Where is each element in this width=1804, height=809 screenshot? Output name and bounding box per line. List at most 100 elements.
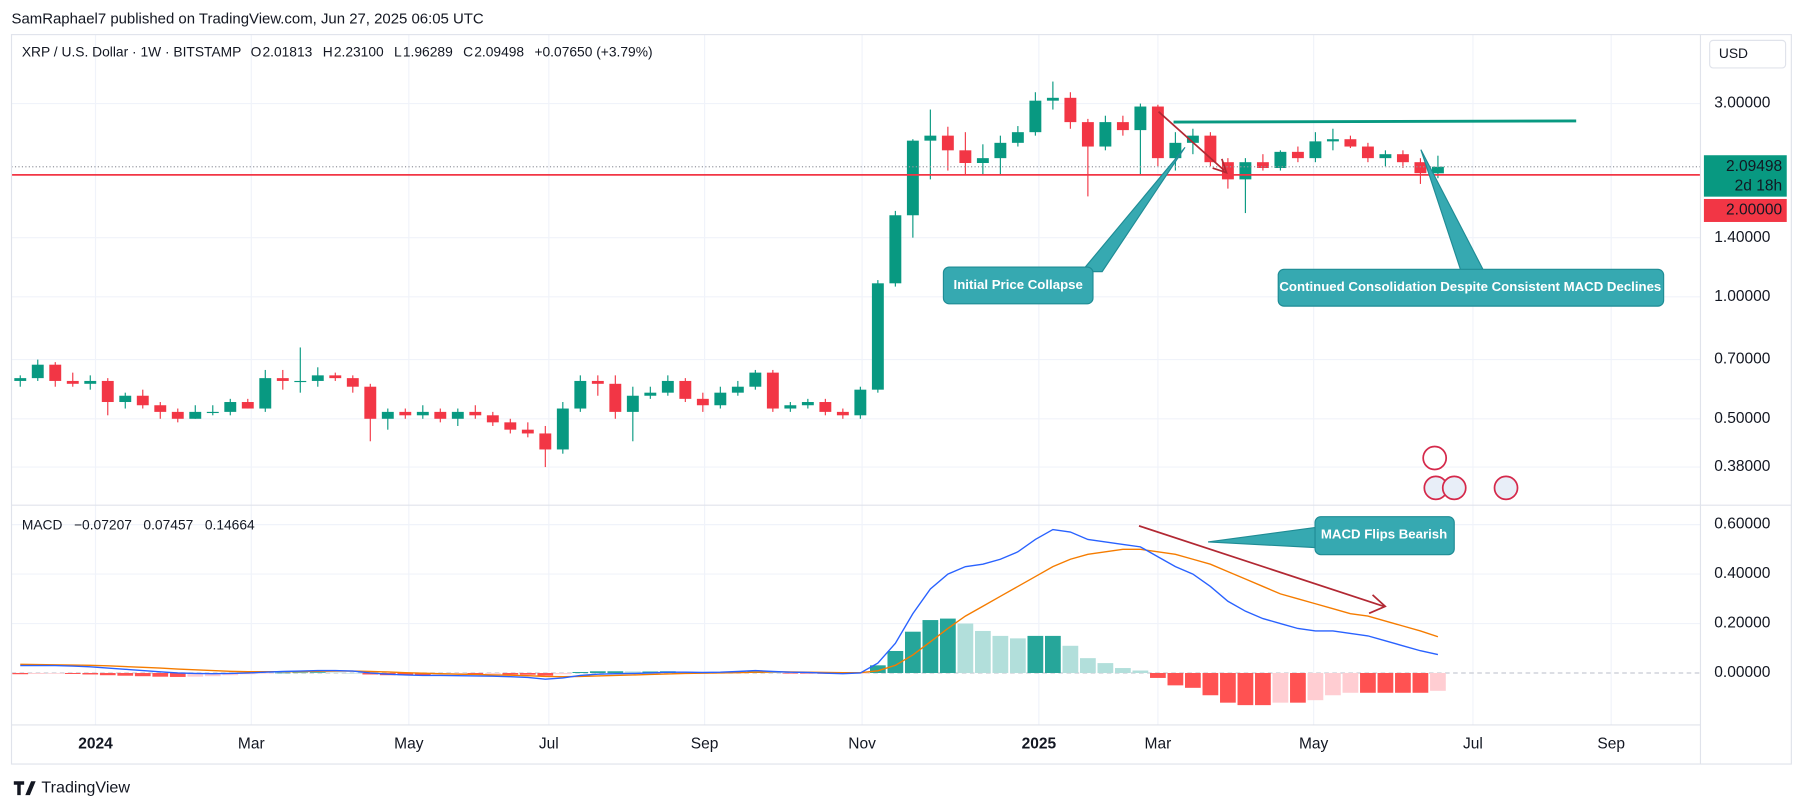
legend-text: 0.07457 <box>143 518 193 533</box>
candle-body <box>644 392 657 396</box>
histogram-bar <box>572 671 589 673</box>
histogram-bar <box>1325 672 1341 696</box>
histogram-bar <box>362 672 379 675</box>
annotation: Continued Consolidation Despite Consiste… <box>1279 279 1661 294</box>
candle-body <box>539 433 552 450</box>
resistance-line <box>1173 119 1577 124</box>
candle-body <box>941 135 954 151</box>
currency-box[interactable] <box>1709 39 1787 69</box>
histogram-bar <box>1430 672 1446 691</box>
brand-logo <box>13 781 36 796</box>
candle-body <box>556 408 569 450</box>
legend-text: XRP / U.S. Dollar · 1W · BITSTAMP <box>22 45 242 60</box>
legend-text: O <box>251 45 262 60</box>
histogram-bar <box>99 672 116 676</box>
candle-body <box>574 380 587 409</box>
candle-body <box>14 378 27 381</box>
candle-body <box>836 411 849 416</box>
candle-body <box>609 383 622 412</box>
histogram-bar <box>204 672 221 677</box>
y-tick-label: 0.38000 <box>1714 458 1770 475</box>
x-tick-label: Nov <box>848 736 876 753</box>
candle-body <box>1116 122 1129 131</box>
y-tick-label: 0.40000 <box>1714 565 1770 582</box>
candle-body <box>801 402 814 406</box>
candle-body <box>1431 166 1444 174</box>
histogram-bar <box>1080 658 1096 673</box>
candle-body <box>1064 97 1077 123</box>
published-line: SamRaphael7 published on TradingView.com… <box>12 11 484 28</box>
histogram-bar <box>1132 670 1149 673</box>
histogram-bar <box>537 672 554 676</box>
candle-body <box>1396 154 1409 163</box>
y-tick-label: 0.20000 <box>1714 615 1770 632</box>
candle-body <box>189 411 202 419</box>
histogram-bar <box>922 620 939 673</box>
candle-body <box>154 405 167 412</box>
candle-body <box>399 411 412 416</box>
histogram-bar <box>1237 672 1254 706</box>
candle-body <box>241 402 254 409</box>
candle-body <box>871 283 884 390</box>
hline-price-box <box>1703 198 1787 222</box>
histogram-bar <box>624 671 641 673</box>
histogram-bar <box>47 672 64 674</box>
candle-body <box>434 411 447 419</box>
data-layer <box>11 81 1701 706</box>
callout-pointer <box>1420 149 1486 273</box>
x-tick-label: May <box>394 736 424 753</box>
candle-body <box>1291 151 1304 159</box>
histogram-bar <box>82 672 99 675</box>
histogram-bar <box>642 671 659 673</box>
event-icon[interactable] <box>1441 475 1467 501</box>
brand: TradingView <box>41 778 130 796</box>
currency[interactable]: USD <box>1719 46 1748 61</box>
legend-text: MACD <box>22 518 63 533</box>
legend-text: 2.01813 <box>262 45 312 60</box>
candle-body <box>224 402 237 412</box>
candle-body <box>924 135 937 141</box>
event-icon[interactable] <box>1422 445 1448 471</box>
x-tick-label: May <box>1299 736 1329 753</box>
x-tick-label: Mar <box>238 736 265 753</box>
histogram-bar <box>974 630 991 673</box>
candle-body <box>1151 106 1164 159</box>
y-tick-label: 3.00000 <box>1714 95 1770 112</box>
candle-body <box>784 405 797 409</box>
legend-text: L <box>394 45 402 60</box>
legend-text: +0.07650 (+3.79%) <box>534 45 652 60</box>
trend-arrow <box>1138 525 1385 608</box>
candle-body <box>661 380 674 393</box>
y-tick-label: 0.00000 <box>1714 664 1770 681</box>
candle-body <box>889 215 902 284</box>
candle-body <box>1221 162 1234 180</box>
x-tick-label: Jul <box>539 736 559 753</box>
candle-body <box>294 380 307 383</box>
histogram-bar <box>782 672 799 674</box>
arrow-head <box>1212 158 1228 175</box>
histogram-bar <box>117 672 134 676</box>
event-icon[interactable] <box>1493 475 1519 501</box>
histogram-bar <box>1360 672 1376 693</box>
candle-body <box>591 380 604 384</box>
legend-text: 1.96289 <box>403 45 453 60</box>
histogram-bar <box>1009 638 1026 673</box>
candle-body <box>1169 142 1182 159</box>
candle-body <box>1029 100 1042 133</box>
overlay-layer: Initial Price Collapse Continued Consoli… <box>10 11 1792 796</box>
last-price-box <box>1703 155 1787 197</box>
callout-pointer <box>1207 526 1320 549</box>
candle-body <box>416 411 429 416</box>
histogram-bar <box>904 631 921 673</box>
histogram-bar <box>1412 672 1429 693</box>
candle-body <box>1256 162 1269 169</box>
y-tick-label: 0.60000 <box>1714 516 1770 533</box>
candle-body <box>364 386 377 419</box>
legend-text: 0.14664 <box>205 518 255 533</box>
y-tick-label: 0.50000 <box>1714 410 1770 427</box>
candle-body <box>346 378 359 387</box>
candle-body <box>1361 146 1374 159</box>
candle-body <box>749 372 762 387</box>
histogram-bar <box>397 672 414 676</box>
